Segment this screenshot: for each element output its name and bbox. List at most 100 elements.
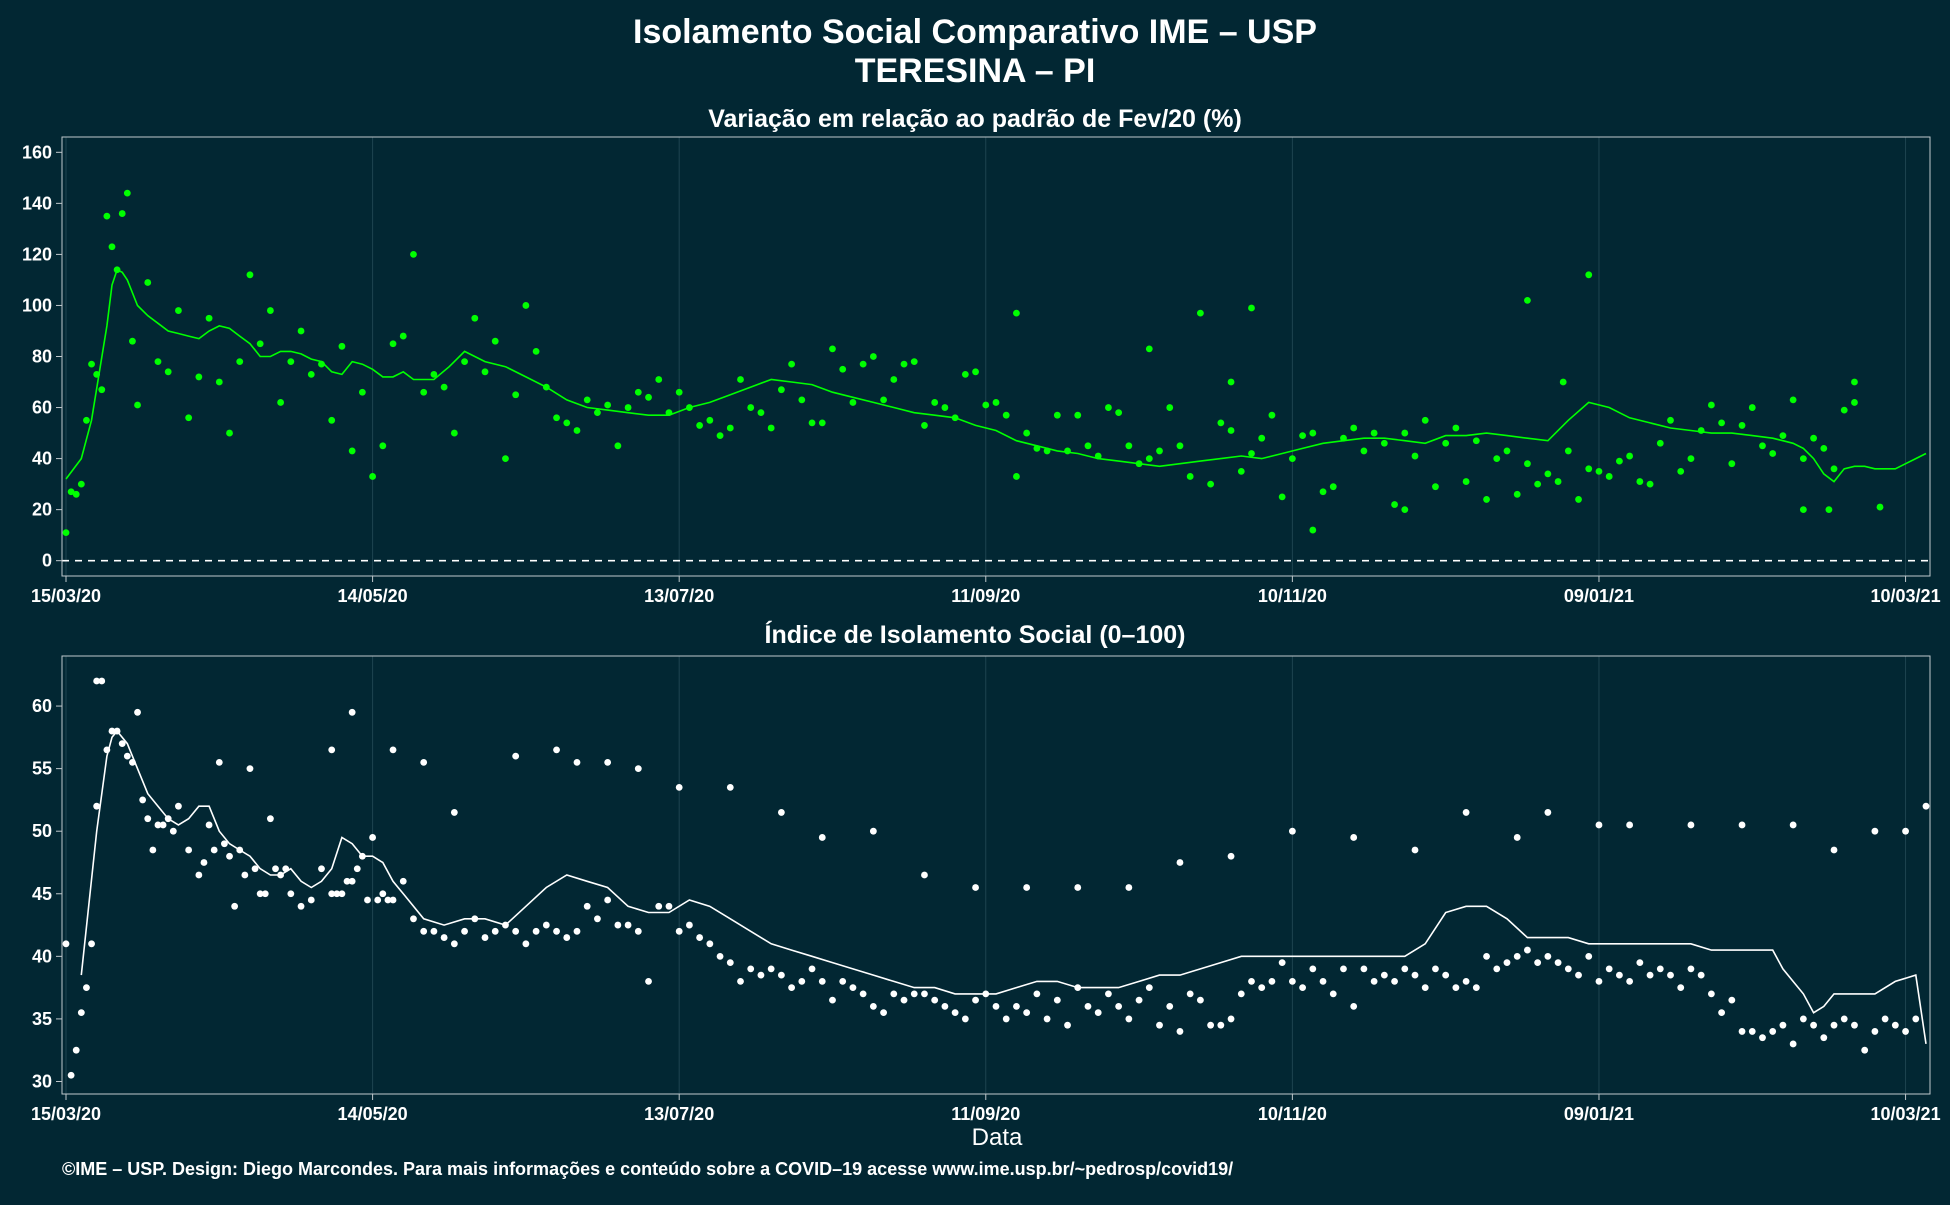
data-point [1738,422,1746,429]
data-point [343,877,351,885]
data-point [798,977,806,985]
x-tick-label: 10/03/21 [1871,586,1941,606]
data-point [1687,821,1695,829]
data-point [287,358,295,366]
data-point [1513,952,1521,960]
data-point [200,859,208,866]
data-point [1145,984,1153,992]
data-point [123,752,131,760]
data-point [1534,959,1542,966]
data-point [450,940,458,948]
data-point [1237,467,1245,475]
data-point [1002,411,1010,419]
data-point [205,821,213,829]
data-point [1779,432,1787,440]
data-point [358,388,366,396]
data-point [839,977,847,985]
data-point [1585,465,1593,473]
data-point [1421,416,1429,424]
data-point [1329,990,1337,998]
data-point [215,378,223,386]
data-point [1432,965,1439,973]
data-point [1851,1021,1858,1029]
data-point [553,927,560,935]
panel1-title: Variação em relação ao padrão de Fev/20 … [708,105,1242,133]
data-point [1799,1015,1807,1023]
data-point [1554,478,1562,485]
data-point [389,746,397,754]
data-point [1830,1021,1838,1029]
data-point [808,419,816,427]
x-tick-label: 15/03/20 [31,1104,101,1124]
data-point [634,388,642,396]
data-point [788,984,796,992]
data-point [1769,1028,1777,1035]
x-tick-label: 13/07/20 [644,586,714,606]
data-point [880,1009,887,1017]
data-point [1677,467,1685,475]
x-tick-label: 14/05/20 [338,586,408,606]
data-point [338,342,346,350]
data-point [236,358,244,366]
data-point [231,902,239,910]
data-point [134,708,141,716]
data-point [645,393,652,401]
data-point [1248,450,1255,457]
data-point [1411,971,1419,979]
data-point [1227,378,1235,386]
y-tick-label: 60 [32,696,52,716]
data-point [890,990,898,998]
data-point [389,896,397,904]
data-point [1278,959,1286,966]
data-point [1748,1028,1756,1035]
data-point [88,360,95,368]
data-point [1319,488,1327,496]
data-point [88,940,95,948]
data-point [696,422,704,429]
data-point [1115,1003,1123,1010]
y-tick-label: 40 [32,946,52,966]
data-point [706,416,714,424]
data-point [348,877,356,885]
data-point [226,429,233,437]
data-point [1524,296,1531,304]
data-point [829,345,836,353]
data-point [1605,965,1613,973]
data-point [1830,465,1838,473]
data-point [1595,467,1603,475]
data-point [1176,1028,1184,1035]
data-point [777,809,785,816]
data-point [1840,1015,1848,1023]
data-point [1064,447,1071,455]
x-tick-label: 14/05/20 [338,1104,408,1124]
x-tick-label: 11/09/20 [951,1104,1020,1124]
data-point [1013,1003,1020,1010]
data-point [910,990,918,998]
data-point [98,386,106,394]
x-tick-label: 15/03/20 [31,586,101,606]
data-point [1053,996,1061,1004]
data-point [1718,1009,1726,1017]
data-point [849,984,857,992]
data-point [941,1003,949,1010]
data-point [333,890,341,898]
data-point [1401,506,1409,514]
data-point [512,752,520,760]
data-point [1861,1046,1869,1054]
data-point [1483,952,1490,960]
data-point [1023,884,1031,891]
data-point [1278,493,1286,501]
data-point [1258,984,1266,992]
data-point [542,921,550,929]
data-point [553,414,560,422]
data-point [1156,1021,1163,1029]
data-point [1432,483,1439,491]
data-point [348,447,356,455]
data-point [1524,460,1531,468]
data-point [338,890,346,898]
data-point [481,368,489,376]
data-point [982,401,990,409]
data-point [1268,977,1276,985]
data-point [1350,1003,1358,1010]
data-point [1452,984,1460,992]
